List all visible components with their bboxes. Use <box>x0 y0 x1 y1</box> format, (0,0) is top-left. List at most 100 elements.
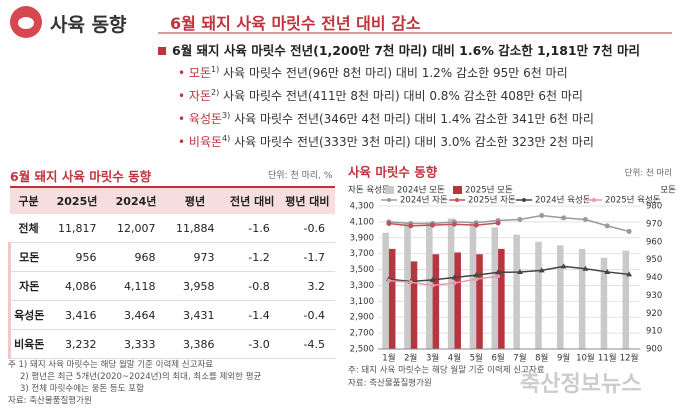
table-cell: 비육돈 <box>8 329 48 359</box>
table-cell: 4,118 <box>106 271 166 301</box>
x-tick-label: 9월 <box>557 353 570 364</box>
legend-label: 2024년 자돈 <box>400 195 448 206</box>
sub-bullet: 비육돈4) 사육 마릿수 전년(333만 3천 마리) 대비 3.0% 감소한 … <box>178 133 594 150</box>
table-cell: -1.7 <box>279 242 335 272</box>
table-cell: -0.8 <box>224 271 280 301</box>
legend-label: 2025년 모돈 <box>465 185 513 196</box>
y2-tick-label: 970 <box>646 219 662 229</box>
x-tick-label: 10월 <box>576 353 595 364</box>
line <box>388 265 630 283</box>
legend-label: 2025년 육성돈 <box>605 195 661 206</box>
table-cell: 3,416 <box>47 300 107 330</box>
y-tick-label: 3,500 <box>350 265 374 275</box>
note: 자료: 축산물품질평가원 <box>8 396 92 406</box>
marker <box>560 263 567 269</box>
x-tick-label: 5월 <box>470 353 483 364</box>
bullet-label: 육성돈 <box>188 112 223 126</box>
table-cell: -3.0 <box>224 329 280 359</box>
table-cell: 12,007 <box>106 214 166 243</box>
x-tick-label: 8월 <box>535 353 548 364</box>
marker <box>386 278 391 283</box>
y2-tick-label: 900 <box>646 345 662 355</box>
chart-source: 자료: 축산물품질평가원 <box>348 378 432 389</box>
x-tick-label: 6월 <box>491 353 504 364</box>
bar <box>578 248 586 349</box>
marker <box>582 217 588 223</box>
table-cell: 3.2 <box>279 271 335 301</box>
x-tick-label: 12월 <box>620 353 639 364</box>
marker <box>408 223 414 229</box>
footnote-mark: 2) <box>211 88 220 97</box>
y2-tick-label: 910 <box>646 327 662 337</box>
note: 2) 평년은 최근 5개년(2020~2024년)의 최대, 최소를 제외한 평… <box>20 372 262 382</box>
x-tick-label: 3월 <box>426 353 439 364</box>
marker <box>430 283 435 288</box>
y-tick-label: 2,700 <box>350 329 374 339</box>
footnote-mark: 3) <box>222 111 231 120</box>
bar <box>404 222 411 349</box>
legend-label: 2025년 자돈 <box>468 195 516 206</box>
bar <box>513 234 520 349</box>
section-title: 사육 동향 <box>50 14 127 36</box>
table-row: 모돈 956 968 973 -1.2 -1.7 <box>8 242 335 272</box>
column-header: 구분 <box>9 186 48 214</box>
marker <box>516 268 523 274</box>
y2-axis-label: 모돈 <box>660 186 676 196</box>
y2-tick-label: 940 <box>646 273 662 283</box>
table-cell: 11,817 <box>47 214 107 243</box>
table-cell: 자돈 <box>8 271 48 301</box>
table-row: 비육돈 3,232 3,333 3,386 -3.0 -4.5 <box>8 329 335 359</box>
table-cell: 전체 <box>9 214 48 243</box>
legend-marker <box>522 198 526 202</box>
x-tick-label: 11월 <box>598 353 617 364</box>
column-header: 평년 대비 <box>279 186 335 214</box>
marker <box>517 217 523 223</box>
bullet-text: 사육 마릿수 전년(411만 8천 마리) 대비 0.8% 감소한 408만 6… <box>223 89 583 103</box>
table-cell: 973 <box>165 242 225 272</box>
marker <box>582 265 589 271</box>
column-header: 전년 대비 <box>224 186 280 214</box>
marker <box>386 220 392 226</box>
legend-label: 2024년 육성돈 <box>535 195 591 206</box>
y-tick-label: 2,900 <box>350 313 374 323</box>
chart-title: 사육 마릿수 동향 <box>348 165 438 180</box>
y-axis-label: 자돈 육성돈 <box>348 186 390 196</box>
table: 구분 2025년 2024년 평년 전년 대비 평년 대비 전체 11,817 12,007 11… <box>8 186 335 359</box>
legend-marker <box>387 198 391 202</box>
marker <box>430 222 436 228</box>
table-cell: -1.2 <box>224 242 280 272</box>
marker <box>451 274 458 280</box>
bullet-label: 비육돈 <box>188 135 223 149</box>
note: 주 1) 돼지 사육 마릿수는 해당 월말 기준 이력제 신고자료 <box>8 360 214 370</box>
table-cell: 육성돈 <box>8 300 48 330</box>
bar <box>410 261 418 349</box>
marker <box>473 222 479 228</box>
marker <box>626 271 633 277</box>
bar <box>432 254 440 349</box>
legend-marker <box>455 198 459 202</box>
watermark: 축산정보뉴스 <box>520 372 642 397</box>
y2-tick-label: 950 <box>646 255 662 265</box>
legend-label: 2024년 모돈 <box>397 185 445 196</box>
note: 3) 전체 마릿수에는 웅돈 등도 포함 <box>20 384 144 394</box>
table-cell: 3,958 <box>165 271 225 301</box>
marker <box>452 281 457 286</box>
bar <box>622 250 630 349</box>
marker <box>604 223 610 229</box>
headline: 6월 돼지 사육 마릿수 전년 대비 감소 <box>170 14 421 33</box>
bar <box>498 248 505 349</box>
legend-swatch <box>385 186 394 194</box>
y2-tick-label: 920 <box>646 309 662 319</box>
table-cell: -0.6 <box>279 214 335 243</box>
chart-note: 주: 돼지 사육 마릿수는 해당 월말 기준 이력제 신고자료 <box>348 365 545 376</box>
table-row: 육성돈 3,416 3,464 3,431 -1.4 -0.4 <box>8 300 335 330</box>
table-title: 6월 돼지 사육 마릿수 동향 <box>10 169 152 184</box>
table-cell: 3,464 <box>106 300 166 330</box>
y2-tick-label: 980 <box>646 202 662 212</box>
x-tick-label: 4월 <box>448 353 461 364</box>
chart-unit: 단위: 천 마리 <box>625 168 672 179</box>
table-row: 전체 11,817 12,007 11,884 -1.6 -0.6 <box>9 214 335 243</box>
icon <box>18 17 34 29</box>
